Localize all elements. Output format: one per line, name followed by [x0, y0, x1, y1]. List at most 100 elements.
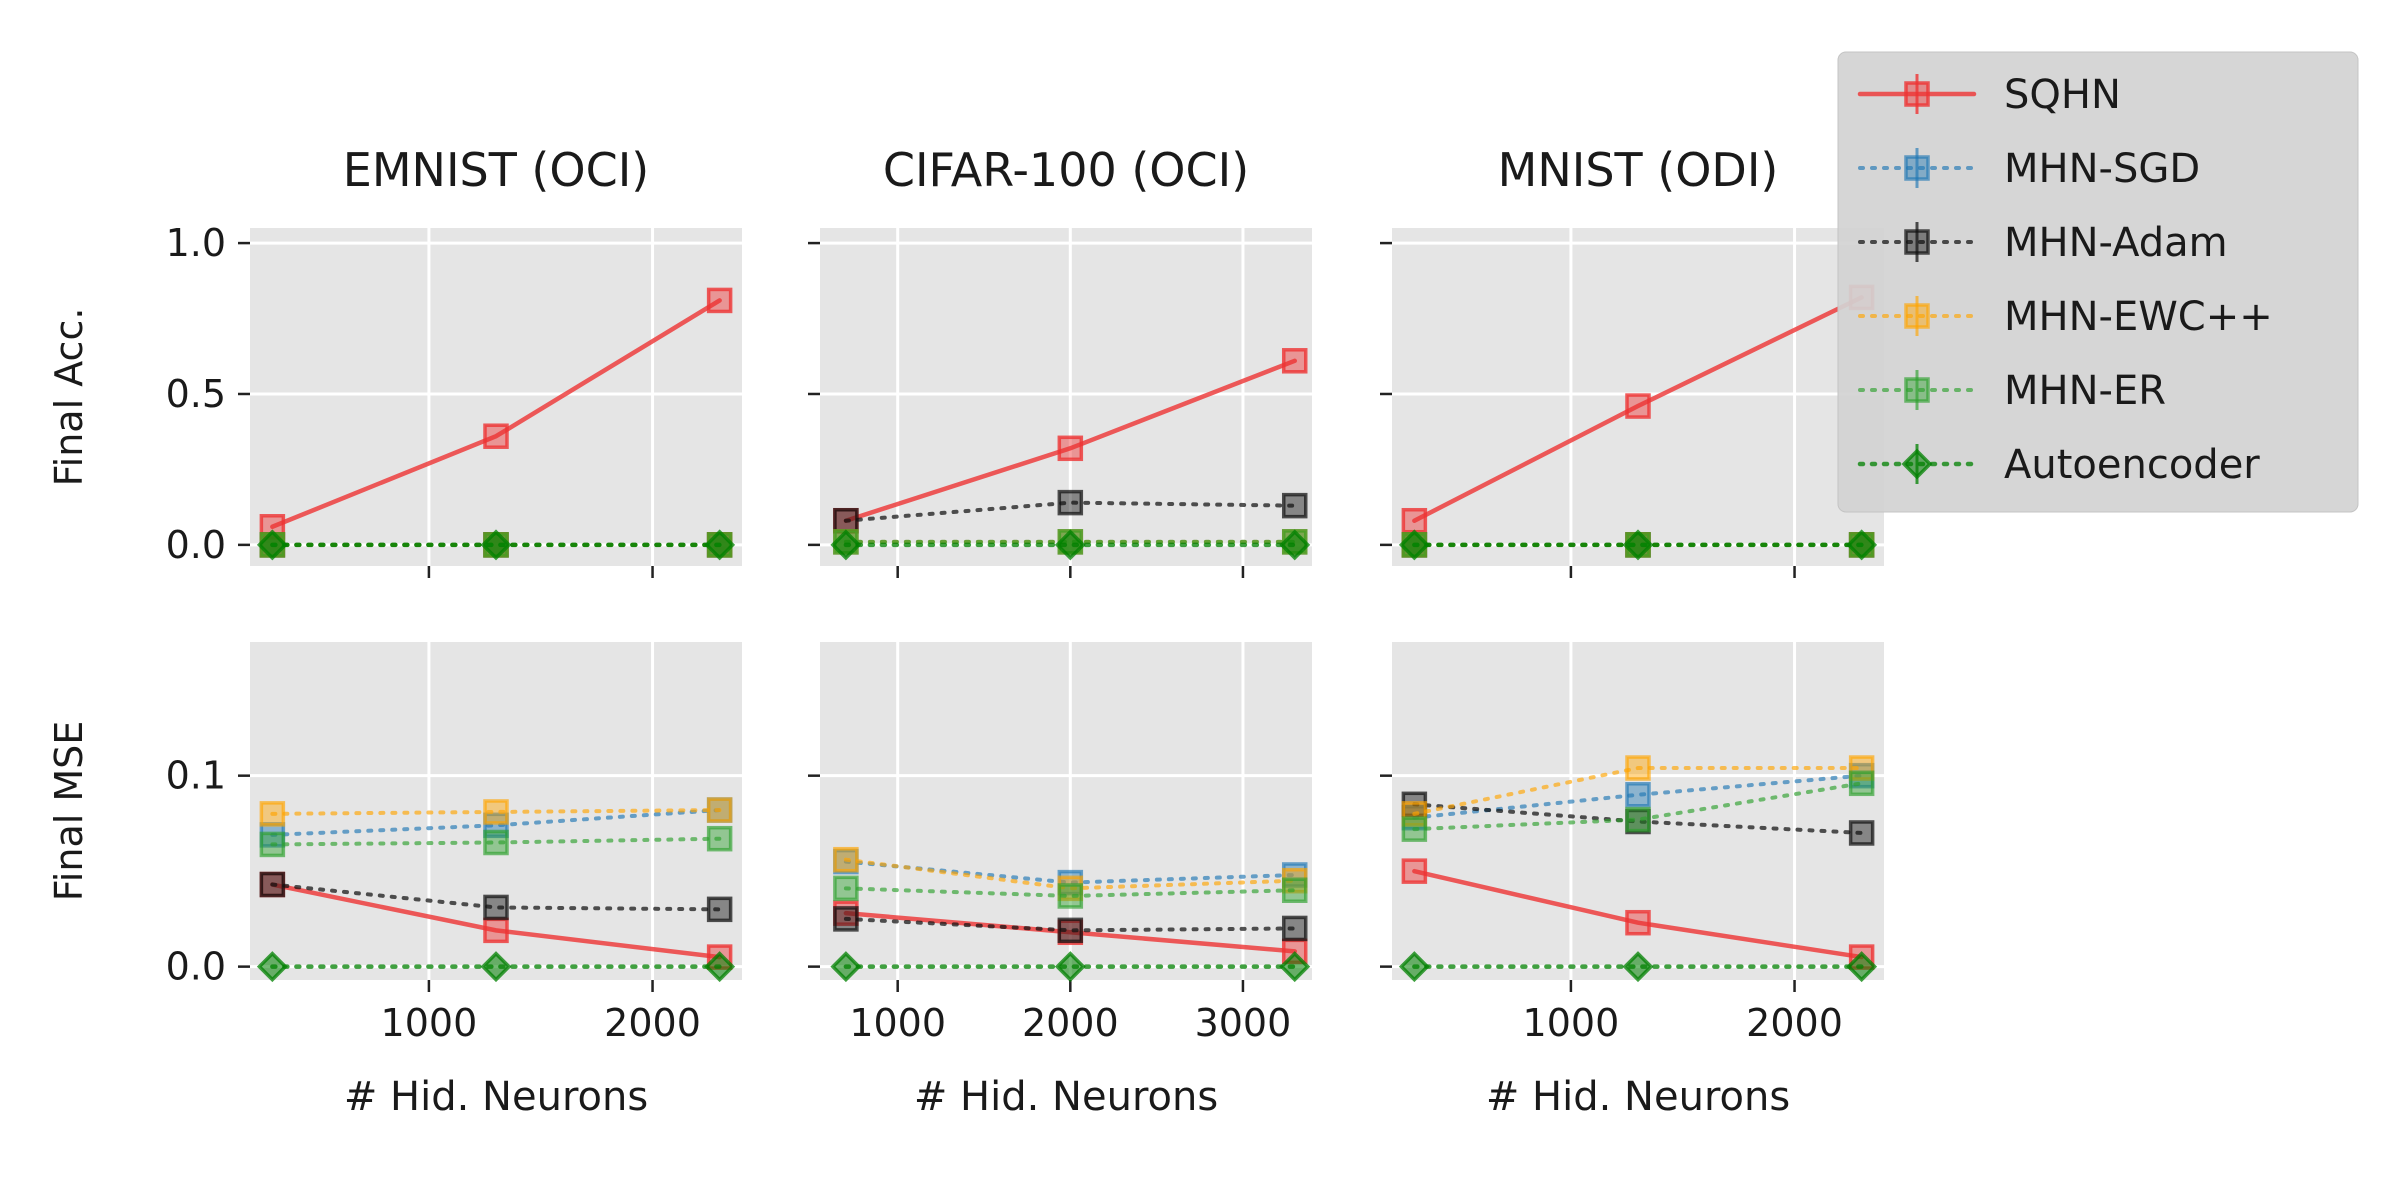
series-mhn-er [833, 875, 1308, 909]
series-line [1412, 802, 1864, 835]
series-mhn-adam [833, 489, 1308, 534]
y-tick-label: 1.0 [166, 221, 226, 265]
panel-title: EMNIST (OCI) [343, 143, 649, 197]
data-point [1281, 877, 1308, 903]
data-point [1625, 909, 1651, 936]
series-line [843, 886, 1297, 898]
plot-area [820, 228, 1312, 566]
data-point [1622, 951, 1654, 983]
data-point [706, 825, 733, 852]
data-point [1057, 435, 1084, 462]
series-line [1412, 295, 1864, 523]
legend-label: SQHN [2004, 72, 2121, 118]
series-line [270, 882, 722, 912]
y-axis-label: Final MSE [47, 721, 91, 902]
series-line [270, 882, 722, 960]
legend-entry: MHN-EWC++ [1858, 294, 2273, 340]
data-point [1281, 492, 1308, 519]
series-line [843, 910, 1297, 954]
data-point [483, 894, 509, 921]
y-axis-label: Final Acc. [47, 308, 91, 487]
panels: 0.0 0.5 1.0 EMNIST (OCI) Final Acc. CIFAR-100… [47, 143, 1884, 1120]
series-autoencoder [256, 951, 736, 983]
legend-entry: MHN-Adam [1858, 220, 2228, 266]
series-mhn-er [259, 825, 733, 858]
series-autoencoder [830, 951, 1311, 983]
legend-marker [1904, 377, 1930, 403]
data-point [1054, 951, 1086, 983]
data-point [480, 529, 512, 561]
data-point [1398, 529, 1430, 561]
legend-marker [1904, 303, 1930, 329]
legend-label: MHN-EWC++ [2004, 294, 2273, 340]
data-point [1279, 951, 1311, 983]
series-line [270, 808, 722, 816]
data-point [706, 896, 733, 923]
data-point [259, 831, 286, 858]
series-sqhn [1401, 858, 1875, 970]
series-line [1412, 868, 1864, 960]
panel: 1000 2000 0.0 0.1 Final MSE # Hid. Neurons [47, 642, 742, 1120]
data-point [833, 875, 859, 902]
data-point [1625, 393, 1651, 419]
legend-marker [1904, 229, 1930, 255]
series-line [843, 500, 1297, 523]
data-point [483, 423, 509, 449]
panel: MNIST (ODI) [1380, 143, 1884, 578]
legend-entry: MHN-ER [1858, 368, 2166, 414]
x-tick-label: 2000 [1022, 1001, 1119, 1045]
data-point [1281, 348, 1308, 374]
legend: SQHN MHN-SGD MHN-Adam MHN-EWC++ MHN-ER Autoen… [1837, 51, 2359, 513]
data-point [706, 797, 733, 823]
series-line [843, 916, 1297, 933]
series-autoencoder [1398, 529, 1878, 561]
data-point [704, 529, 736, 561]
data-point [1281, 915, 1308, 942]
series-line [843, 358, 1297, 523]
x-tick-label: 1000 [381, 1001, 478, 1045]
series-mhn-adam [833, 906, 1308, 944]
y-tick-label: 0.0 [166, 945, 226, 989]
data-point [1054, 529, 1086, 561]
data-point [706, 287, 733, 314]
legend-entry: SQHN [1857, 72, 2121, 118]
y-tick-label: 0.0 [166, 523, 226, 567]
data-point [833, 507, 859, 534]
y-tick-label: 0.1 [166, 754, 226, 798]
data-point [483, 917, 509, 944]
series-autoencoder [830, 529, 1311, 561]
legend-label: MHN-ER [2004, 368, 2166, 414]
data-point [1622, 529, 1654, 561]
data-point [259, 801, 286, 827]
data-point [483, 799, 509, 825]
x-axis-label: # Hid. Neurons [344, 1074, 648, 1120]
x-tick-label: 1000 [1523, 1001, 1620, 1045]
data-point [1398, 951, 1430, 983]
plot-area [250, 228, 742, 566]
data-point [833, 846, 859, 873]
data-point [1625, 755, 1651, 781]
legend-marker [1901, 448, 1933, 480]
data-point [1401, 507, 1428, 534]
panel-title: MNIST (ODI) [1498, 143, 1779, 197]
series-mhn-er [1401, 770, 1875, 842]
legend-entry: MHN-SGD [1858, 146, 2200, 192]
data-point [256, 529, 288, 561]
data-point [1625, 782, 1651, 808]
panel-title: CIFAR-100 (OCI) [883, 143, 1249, 197]
data-point [1848, 770, 1875, 797]
x-axis-label: # Hid. Neurons [1486, 1074, 1790, 1120]
legend-marker [1904, 155, 1930, 181]
x-tick-label: 1000 [849, 1001, 946, 1045]
data-point [1401, 816, 1428, 842]
panel: 1000 2000 3000 # Hid. Neurons [808, 642, 1312, 1120]
plot-area [1392, 228, 1884, 566]
data-point [483, 829, 509, 856]
panel: CIFAR-100 (OCI) [808, 143, 1312, 578]
series-line [843, 857, 1297, 891]
legend-label: MHN-SGD [2004, 146, 2200, 192]
x-tick-label: 2000 [1746, 1001, 1843, 1045]
series-line [270, 836, 722, 847]
series-line [1412, 766, 1864, 816]
